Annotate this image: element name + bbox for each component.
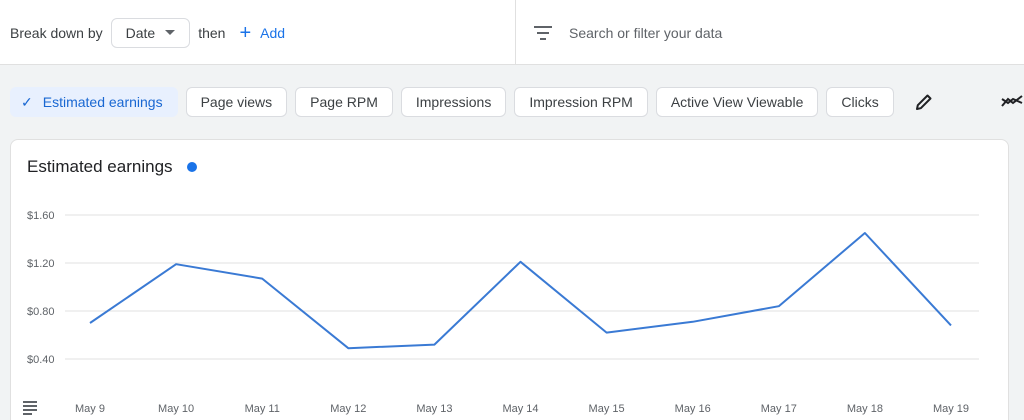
earnings-line-chart: $0.40 $0.80 $1.20 $1.60 May 9 May 10 May 11 May… <box>27 210 979 415</box>
search-section <box>517 0 1024 65</box>
chip-clicks[interactable]: Clicks <box>826 87 894 117</box>
data-point[interactable] <box>172 260 180 268</box>
chip-label: Estimated earnings <box>42 94 163 110</box>
data-point[interactable] <box>689 318 697 326</box>
chart-card: Estimated earnings $0.40 $0.80 $1.20 $1.60 M… <box>10 139 1009 420</box>
chip-label: Impression RPM <box>529 94 633 110</box>
x-tick-label: May 12 <box>330 403 366 415</box>
chip-page-views[interactable]: Page views <box>185 87 288 117</box>
x-tick-label: May 16 <box>675 403 711 415</box>
search-input[interactable] <box>569 24 989 41</box>
check-icon: ✓ <box>21 93 33 110</box>
x-tick-label: May 9 <box>75 403 105 415</box>
chart-title: Estimated earnings <box>27 157 197 177</box>
chip-label: Active View Viewable <box>670 94 804 110</box>
x-tick-label: May 18 <box>847 403 883 415</box>
data-point[interactable] <box>344 344 352 352</box>
date-dropdown[interactable]: Date <box>110 17 191 48</box>
x-tick-label: May 14 <box>502 403 538 415</box>
chip-label: Impressions <box>415 94 492 110</box>
data-point[interactable] <box>947 321 955 329</box>
metric-chips: ✓ Estimated earnings Page views Page RPM… <box>10 86 936 118</box>
breakdown-section: Break down by Date then + Add <box>0 0 516 65</box>
x-tick-label: May 15 <box>589 403 625 415</box>
breakdown-label: Break down by <box>10 24 103 41</box>
pencil-icon[interactable] <box>912 90 936 114</box>
series-line <box>89 232 952 350</box>
plus-icon: + <box>239 21 252 44</box>
x-tick-label: May 11 <box>245 403 280 415</box>
chip-label: Page views <box>200 94 273 110</box>
caret-down-icon <box>165 30 176 35</box>
data-point[interactable] <box>430 341 438 349</box>
date-dropdown-label: Date <box>125 24 156 41</box>
x-tick-label: May 13 <box>416 403 452 415</box>
add-breakdown-button[interactable]: + Add <box>239 23 285 43</box>
chip-active-view-viewable[interactable]: Active View Viewable <box>655 87 819 117</box>
series-legend-dot <box>186 162 197 172</box>
chart-title-text: Estimated earnings <box>27 157 173 176</box>
chip-estimated-earnings[interactable]: ✓ Estimated earnings <box>10 87 178 117</box>
then-label: then <box>198 24 226 41</box>
chip-label: Clicks <box>841 94 879 110</box>
x-tick-label: May 19 <box>933 403 969 415</box>
y-tick-label: $0.80 <box>27 306 55 318</box>
y-tick-label: $0.40 <box>27 354 55 366</box>
data-point[interactable] <box>861 229 869 237</box>
data-point[interactable] <box>603 329 611 337</box>
y-tick-label: $1.20 <box>27 258 55 270</box>
add-label: Add <box>260 24 286 41</box>
x-tick-label: May 17 <box>761 403 797 415</box>
data-point[interactable] <box>86 319 94 327</box>
chip-label: Page RPM <box>310 94 378 110</box>
table-icon[interactable] <box>23 401 39 415</box>
chip-impressions[interactable]: Impressions <box>400 87 507 117</box>
data-point[interactable] <box>775 302 783 310</box>
trend-icon[interactable] <box>1000 90 1024 114</box>
data-point[interactable] <box>517 258 525 266</box>
chip-page-rpm[interactable]: Page RPM <box>295 87 393 117</box>
chip-impression-rpm[interactable]: Impression RPM <box>514 87 648 117</box>
x-tick-label: May 10 <box>158 403 194 415</box>
top-toolbar: Break down by Date then + Add <box>0 0 1024 65</box>
y-tick-label: $1.60 <box>27 210 55 222</box>
data-point[interactable] <box>258 275 266 283</box>
filter-icon[interactable] <box>533 25 553 41</box>
